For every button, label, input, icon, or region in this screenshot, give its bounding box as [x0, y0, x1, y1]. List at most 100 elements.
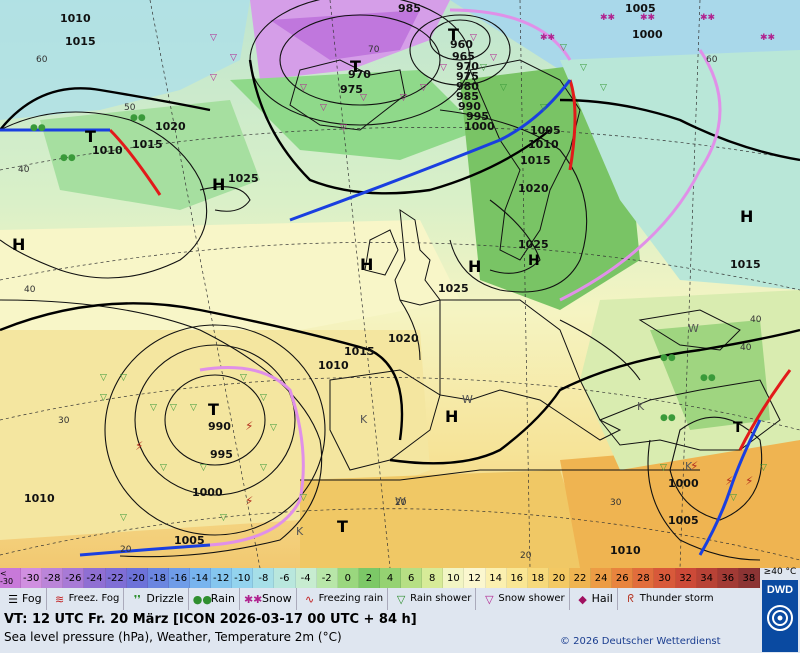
isobar-label: 1010: [92, 144, 123, 157]
legend-label: Rain shower: [410, 593, 472, 604]
scale-cell: 24: [591, 568, 613, 588]
scale-cell: 32: [675, 568, 697, 588]
dwd-logo: DWD: [762, 580, 798, 652]
warm-marker: W: [688, 322, 699, 335]
scale-cell: 10: [443, 568, 465, 588]
scale-cell: 20: [548, 568, 570, 588]
svg-text:▽: ▽: [560, 43, 567, 53]
scale-cell: -16: [168, 568, 190, 588]
scale-cell: -2: [316, 568, 338, 588]
scale-cell: 36: [717, 568, 739, 588]
scale-cell: 0: [337, 568, 359, 588]
scale-cell: -30: [21, 568, 43, 588]
scale-cell: 14: [485, 568, 507, 588]
svg-text:▽: ▽: [200, 463, 207, 473]
isobar-label: 965: [452, 50, 475, 63]
svg-text:▽: ▽: [150, 403, 157, 413]
isobar-label: 1015: [520, 154, 551, 167]
isobar-label: 975: [456, 70, 479, 83]
isobar-label: 985: [456, 90, 479, 103]
isobar-label: 1020: [155, 120, 186, 133]
legend-label: Snow shower: [498, 593, 565, 604]
svg-text:⚡: ⚡: [690, 459, 698, 473]
isobar-label: 1000: [464, 120, 495, 133]
isobar-label: 1015: [65, 35, 96, 48]
svg-text:▽: ▽: [220, 513, 227, 523]
scale-cell: 22: [569, 568, 592, 588]
isobar-label: 970: [348, 68, 371, 81]
legend-label: Freezing rain: [318, 593, 384, 604]
scale-cell: 8: [422, 568, 444, 588]
isobar-label: 1010: [610, 544, 641, 557]
latitude-label: 60: [706, 55, 718, 65]
svg-text:▽: ▽: [660, 463, 667, 473]
svg-text:✱✱: ✱✱: [760, 33, 775, 43]
cold-marker: K: [637, 400, 645, 413]
isobar-label: 1015: [730, 258, 761, 271]
pressure-centers: H H H H H H H T T T T T T: [12, 25, 753, 536]
svg-text:⚡: ⚡: [135, 439, 143, 453]
isobar-label: 1025: [518, 238, 549, 251]
legend-label: Fog: [22, 592, 42, 605]
valid-time: VT: 12 UTC Fr. 20 März [ICON 2026-03-17 …: [4, 612, 417, 627]
high-center: H: [468, 257, 481, 276]
svg-text:▽: ▽: [260, 463, 267, 473]
latitude-label: 20: [395, 498, 407, 508]
low-center: T: [448, 25, 459, 44]
isobar-label: 1015: [344, 345, 375, 358]
svg-text:✱✱: ✱✱: [540, 33, 555, 43]
svg-text:▽: ▽: [300, 83, 307, 93]
scale-cell: -28: [42, 568, 64, 588]
svg-text:▽: ▽: [100, 373, 107, 383]
svg-text:▽: ▽: [760, 463, 767, 473]
latitude-label: 40: [24, 285, 36, 295]
scale-cell: 26: [612, 568, 634, 588]
isobar-label: 995: [466, 110, 489, 123]
legend-drizzle: ❜❜ Drizzle: [124, 588, 189, 610]
isobar-label: 985: [398, 2, 421, 15]
svg-text:▽: ▽: [600, 83, 607, 93]
svg-text:▽: ▽: [480, 63, 487, 73]
legend-snow: ✱✱ Snow: [240, 588, 297, 610]
svg-text:▽: ▽: [270, 423, 277, 433]
svg-text:▽: ▽: [240, 373, 247, 383]
svg-text:▽: ▽: [190, 403, 197, 413]
isobar-label: 1005: [625, 2, 656, 15]
high-center: H: [12, 235, 25, 254]
svg-text:⚡: ⚡: [245, 494, 253, 508]
scale-cell: 2: [358, 568, 380, 588]
latitude-label: 40: [750, 315, 762, 325]
parameter-description: Sea level pressure (hPa), Weather, Tempe…: [4, 630, 342, 644]
temperature-field: [0, 0, 800, 568]
legend-freezing-fog: ≋ Freez. Fog: [47, 588, 125, 610]
svg-text:▽: ▽: [730, 493, 737, 503]
high-center: H: [445, 407, 458, 426]
temperature-scale: < -30 -30 -28 -26 -24 -22 -20 -18 -16 -14 -12 -10 -8…: [0, 568, 760, 588]
scale-cell: 16: [506, 568, 528, 588]
snow-shower-icon: ▽: [485, 592, 494, 606]
legend-thunderstorm: ᖇ Thunder storm: [618, 588, 718, 610]
low-center: T: [733, 420, 743, 436]
cold-marker: K: [685, 460, 693, 473]
scale-cell: < -30: [0, 568, 22, 588]
isobar-label: 1000: [668, 477, 699, 490]
high-center: H: [528, 253, 540, 269]
cold-marker: K: [360, 413, 368, 426]
scale-cell: -14: [189, 568, 212, 588]
logo-swirl-icon: [767, 605, 793, 631]
isobar-label: 1020: [518, 182, 549, 195]
isobar-label: 990: [458, 100, 481, 113]
isobar-label: 1025: [228, 172, 259, 185]
logo-text: DWD: [766, 584, 794, 596]
svg-text:▽: ▽: [100, 393, 107, 403]
scale-cell: 12: [464, 568, 486, 588]
copyright: © 2026 Deutscher Wetterdienst: [560, 636, 721, 647]
isobars: [0, 0, 763, 561]
scale-cell: 28: [633, 568, 655, 588]
svg-text:⚡: ⚡: [725, 474, 733, 488]
scale-cell: -10: [232, 568, 254, 588]
thunderstorm-icon: ᖇ: [627, 592, 635, 605]
legend-rain: ●● Rain: [189, 588, 240, 610]
scale-cell: 4: [379, 568, 402, 588]
svg-text:⚡: ⚡: [745, 474, 753, 488]
